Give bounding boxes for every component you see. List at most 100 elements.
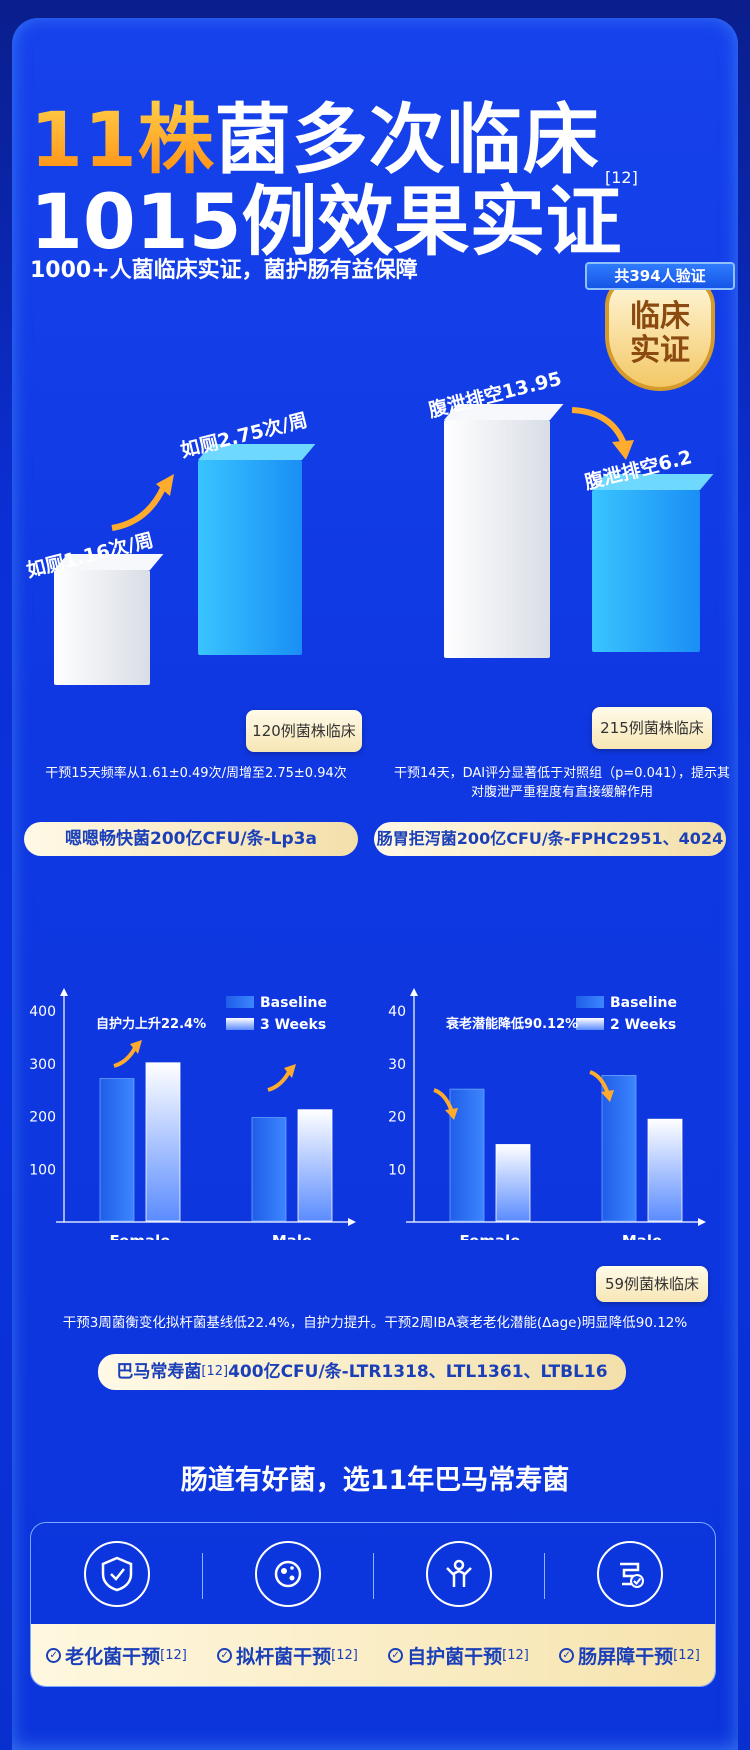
bar-female-0 [99,1078,135,1222]
study3-note: 59例菌株临床 [596,1266,708,1302]
feature-label-text: 自护菌干预 [407,1645,503,1668]
study2-pill: 肠胃拒泻菌200亿CFU/条-FPHC2951、4024 [374,822,726,856]
y-axis-arrow-icon [410,988,418,996]
check-icon: ✓ [46,1647,62,1663]
y-tick-label: 200 [29,1110,56,1126]
legend-label: Baseline [610,995,677,1011]
trend-arrow-icon-head [601,1090,614,1102]
trend-arrow-icon-head [445,1108,458,1120]
study3-pill-suffix: 400亿CFU/条-LTR1318、LTL1361、LTBL16 [228,1362,608,1382]
study3-pill-ref: [12] [201,1364,229,1379]
bar-female-1 [145,1062,181,1222]
headline-line1: 11株菌多次临床 [30,78,600,188]
feature-label-1: ✓ 拟杆菌干预 [12] [202,1624,373,1686]
headline-rest: 菌多次临床 [214,95,600,184]
strong-person-icon [425,1541,492,1607]
trend-arrow-icon-head [130,1040,142,1054]
intestine-icon [596,1541,663,1607]
study1-note: 120例菌株临床 [246,710,362,752]
legend-swatch [226,996,254,1008]
study1-pill: 嗯嗯畅快菌200亿CFU/条-Lp3a [24,822,358,856]
study2-caption: 干预14天，DAI评分显著低于对照组（p=0.041），提示其 对腹泄严重程度有… [392,764,732,802]
check-icon: ✓ [559,1647,575,1663]
x-tick-label: Female [110,1232,171,1240]
clinical-badge: 临床 实证 共394人验证 [585,262,735,392]
y-axis-arrow-icon [60,988,68,996]
study1-bar-after [198,444,316,655]
legend-swatch [576,1018,604,1030]
legend-label: Baseline [260,995,327,1011]
feature-labels-row: ✓ 老化菌干预 [12] ✓ 拟杆菌干预 [12] ✓ 自护菌干预 [12] ✓ 肠屏障干预[… [31,1624,715,1686]
microbe-icon [254,1541,321,1607]
section-title: 肠道有好菌，选11年巴马常寿菌 [180,1465,570,1496]
study2-arrow-icon [571,407,634,460]
feature-item-microbe [202,1523,373,1625]
y-tick-label: 300 [29,1057,56,1073]
study2-bar-after [592,474,714,652]
chart-annotation: 衰老潜能降低90.12% [445,1016,578,1032]
feature-ref: [12] [502,1647,529,1663]
check-icon: ✓ [217,1647,233,1663]
feature-label-2: ✓ 自护菌干预 [12] [373,1624,544,1686]
study1-caption: 干预15天频率从1.61±0.49次/周增至2.75±0.94次 [45,766,347,781]
feature-item-person [373,1523,544,1625]
y-tick-label: 100 [29,1162,56,1178]
trend-arrow-icon [113,1045,138,1068]
trend-arrow-icon-head [284,1064,296,1078]
study3-caption: 干预3周菌衡变化拟杆菌基线低22.4%，自护力提升。干预2周IBA衰老老化潜能(… [62,1315,688,1331]
badge-ribbon: 共394人验证 [585,262,735,290]
feature-item-shield [31,1523,202,1625]
headline-line2: 1015例效果实证 [12] [30,160,638,270]
headline-highlight: 11株 [30,95,215,184]
feature-ref: [12] [331,1647,358,1663]
bar-male-1 [297,1109,333,1222]
y-tick-label: 20 [388,1110,406,1126]
feature-label-0: ✓ 老化菌干预 [12] [31,1624,202,1686]
feature-label-text: 肠屏障干预 [578,1645,674,1668]
x-tick-label: Male [622,1232,662,1240]
study2-caption-line2: 对腹泄严重程度有直接缓解作用 [470,785,653,800]
shield-badge-icon: 临床 实证 [605,276,715,391]
study3-pill: 巴马常寿菌[12]400亿CFU/条-LTR1318、LTL1361、LTBL1… [98,1354,626,1390]
study3-pill-prefix: 巴马常寿菌 [116,1362,202,1382]
study2-bar-before [444,404,564,658]
badge-line2: 实证 [630,332,690,368]
x-axis-arrow-icon [698,1218,706,1226]
x-axis-arrow-icon [348,1218,356,1226]
check-icon: ✓ [388,1647,404,1663]
y-tick-label: 10 [388,1162,406,1178]
headline-ref: [12] [605,168,638,187]
trend-arrow-icon [433,1088,454,1113]
feature-label-3: ✓ 肠屏障干预 [12] [544,1624,715,1686]
feature-item-intestine [544,1523,715,1625]
chart-bacteroides: 100 200 300 400 Female Male Baseline 3 Weeks 自护力… [29,988,356,1240]
bar-male-0 [601,1075,637,1222]
y-tick-label: 30 [388,1057,406,1073]
chart-aging-potential: 10 20 30 40 Female Male Baseline 2 Weeks 衰老潜能降低9… [388,988,706,1240]
x-tick-label: Male [272,1232,312,1240]
shield-icon [83,1541,150,1607]
chart-annotation: 自护力上升22.4% [96,1016,206,1032]
y-tick-label: 400 [29,1004,56,1020]
y-tick-label: 40 [388,1004,406,1020]
subtitle: 1000+人菌临床实证，菌护肠有益保障 [30,258,418,283]
bar-female-1 [495,1144,531,1222]
study2-caption-line1: 干预14天，DAI评分显著低于对照组（p=0.041），提示其 [394,766,730,781]
trend-arrow-icon [267,1069,292,1092]
feature-label-text: 拟杆菌干预 [236,1645,332,1668]
x-tick-label: Female [460,1232,521,1240]
badge-line1: 临床 [630,298,690,334]
legend-swatch [576,996,604,1008]
bar-male-1 [647,1118,683,1222]
feature-ref: [12] [160,1647,187,1663]
headline-line2-text: 1015例效果实证 [30,177,622,266]
feature-icons-row [31,1523,715,1625]
legend-label: 3 Weeks [260,1017,326,1033]
legend-label: 2 Weeks [610,1017,676,1033]
feature-label-text: 老化菌干预 [65,1645,161,1668]
feature-ref: [12] [673,1647,700,1663]
legend-swatch [226,1018,254,1030]
bar-male-0 [251,1117,287,1222]
study1-arrow-icon [111,474,174,531]
feature-box: ✓ 老化菌干预 [12] ✓ 拟杆菌干预 [12] ✓ 自护菌干预 [12] ✓ 肠屏障干预[… [30,1522,716,1687]
